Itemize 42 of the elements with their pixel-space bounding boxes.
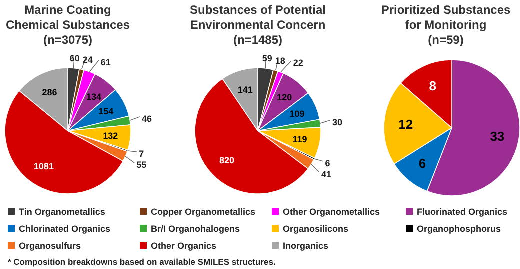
chart-subtitle: (n=59) — [428, 33, 464, 47]
data-label: 109 — [290, 108, 305, 119]
data-label: 286 — [42, 87, 58, 98]
data-label: 6 — [418, 156, 426, 172]
data-label: 30 — [332, 117, 342, 128]
data-label: 120 — [277, 92, 292, 103]
data-label: 134 — [86, 92, 102, 102]
legend-label: Fluorinated Organics — [417, 207, 508, 218]
data-label: 22 — [293, 58, 304, 68]
data-label: 154 — [98, 106, 114, 117]
text: * Composition breakdowns based on available SMILES structures. — [8, 256, 276, 267]
legend-label: Copper Organometallics — [151, 207, 256, 218]
data-label: 1081 — [34, 162, 54, 172]
data-label: 33 — [490, 129, 505, 144]
data-label: 8 — [429, 78, 437, 94]
chart-title: Prioritized Substances for Monitoring — [381, 3, 512, 32]
legend-label: Chlorinated Organics — [19, 224, 111, 234]
legend-label: Other Organometallics — [283, 207, 380, 218]
data-label: 132 — [103, 130, 118, 141]
legend-label: Br/I Organohalogens — [151, 224, 240, 234]
data-label: 12 — [398, 116, 414, 132]
legend-label: Inorganics — [283, 241, 329, 252]
legend-label: Other Organics — [151, 241, 217, 252]
data-label: 119 — [292, 134, 308, 144]
legend-label: Organosulfurs — [19, 241, 82, 252]
data-label: 59 — [262, 54, 272, 64]
legend-label: Organophosphorus — [417, 224, 501, 234]
legend-label: Tin Organometallics — [19, 207, 106, 218]
chart-title: Substances of Potential Environmental Concern — [190, 3, 326, 32]
chart-title: Marine Coating Chemical Substances — [6, 3, 130, 32]
chart-subtitle: (n=1485) — [233, 33, 283, 47]
data-label: 7 — [139, 149, 144, 160]
data-label: 820 — [219, 156, 234, 166]
data-label: 60 — [70, 53, 80, 64]
data-label: 55 — [136, 160, 147, 170]
legend-label: Organosilicons — [283, 224, 349, 234]
data-label: 41 — [322, 170, 332, 180]
data-label: 46 — [142, 114, 152, 124]
data-label: 61 — [100, 58, 111, 68]
data-label: 6 — [325, 158, 330, 169]
data-label: 141 — [238, 85, 253, 96]
chart-subtitle: (n=3075) — [43, 33, 93, 47]
